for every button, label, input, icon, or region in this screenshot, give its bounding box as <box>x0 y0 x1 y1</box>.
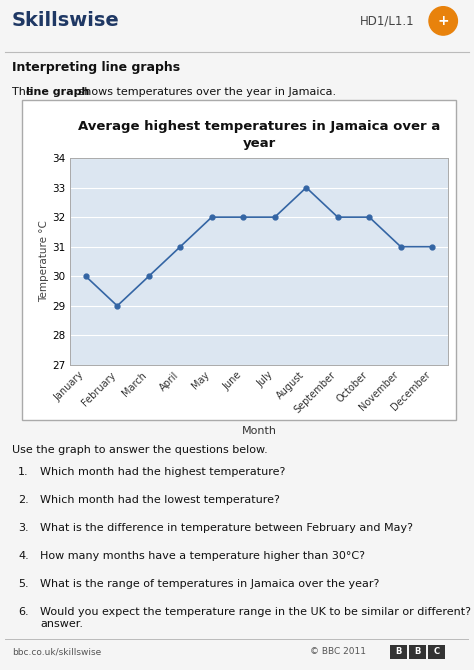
Text: shows temperatures over the year in Jamaica.: shows temperatures over the year in Jama… <box>75 87 336 97</box>
Text: 2.: 2. <box>18 495 29 505</box>
Text: Which month had the highest temperature?: Which month had the highest temperature? <box>40 467 285 477</box>
Text: © BBC 2011: © BBC 2011 <box>310 647 366 657</box>
Text: How many months have a temperature higher than 30°C?: How many months have a temperature highe… <box>40 551 365 561</box>
Text: Which month had the lowest temperature?: Which month had the lowest temperature? <box>40 495 280 505</box>
X-axis label: Month: Month <box>241 426 276 436</box>
Text: line graph: line graph <box>26 87 90 97</box>
Text: Skillswise: Skillswise <box>12 11 119 30</box>
Text: 6.: 6. <box>18 607 28 617</box>
Text: HD1/L1.1: HD1/L1.1 <box>360 14 415 27</box>
Text: 1.: 1. <box>18 467 28 477</box>
Text: What is the range of temperatures in Jamaica over the year?: What is the range of temperatures in Jam… <box>40 579 379 589</box>
Title: Average highest temperatures in Jamaica over a
year: Average highest temperatures in Jamaica … <box>78 120 440 150</box>
Text: Would you expect the temperature range in the UK to be similar or different? Exp: Would you expect the temperature range i… <box>40 607 474 629</box>
Text: What is the difference in temperature between February and May?: What is the difference in temperature be… <box>40 523 413 533</box>
Ellipse shape <box>429 7 457 35</box>
Text: The: The <box>12 87 36 97</box>
Text: Use the graph to answer the questions below.: Use the graph to answer the questions be… <box>12 445 268 455</box>
Text: B: B <box>414 647 421 657</box>
Text: 3.: 3. <box>18 523 28 533</box>
Text: C: C <box>433 647 439 657</box>
Text: 4.: 4. <box>18 551 29 561</box>
Text: bbc.co.uk/skillswise: bbc.co.uk/skillswise <box>12 647 101 657</box>
Text: +: + <box>438 14 449 28</box>
Y-axis label: Temperature °C: Temperature °C <box>39 220 49 302</box>
Text: B: B <box>395 647 401 657</box>
Text: Interpreting line graphs: Interpreting line graphs <box>12 62 180 74</box>
Text: 5.: 5. <box>18 579 28 589</box>
